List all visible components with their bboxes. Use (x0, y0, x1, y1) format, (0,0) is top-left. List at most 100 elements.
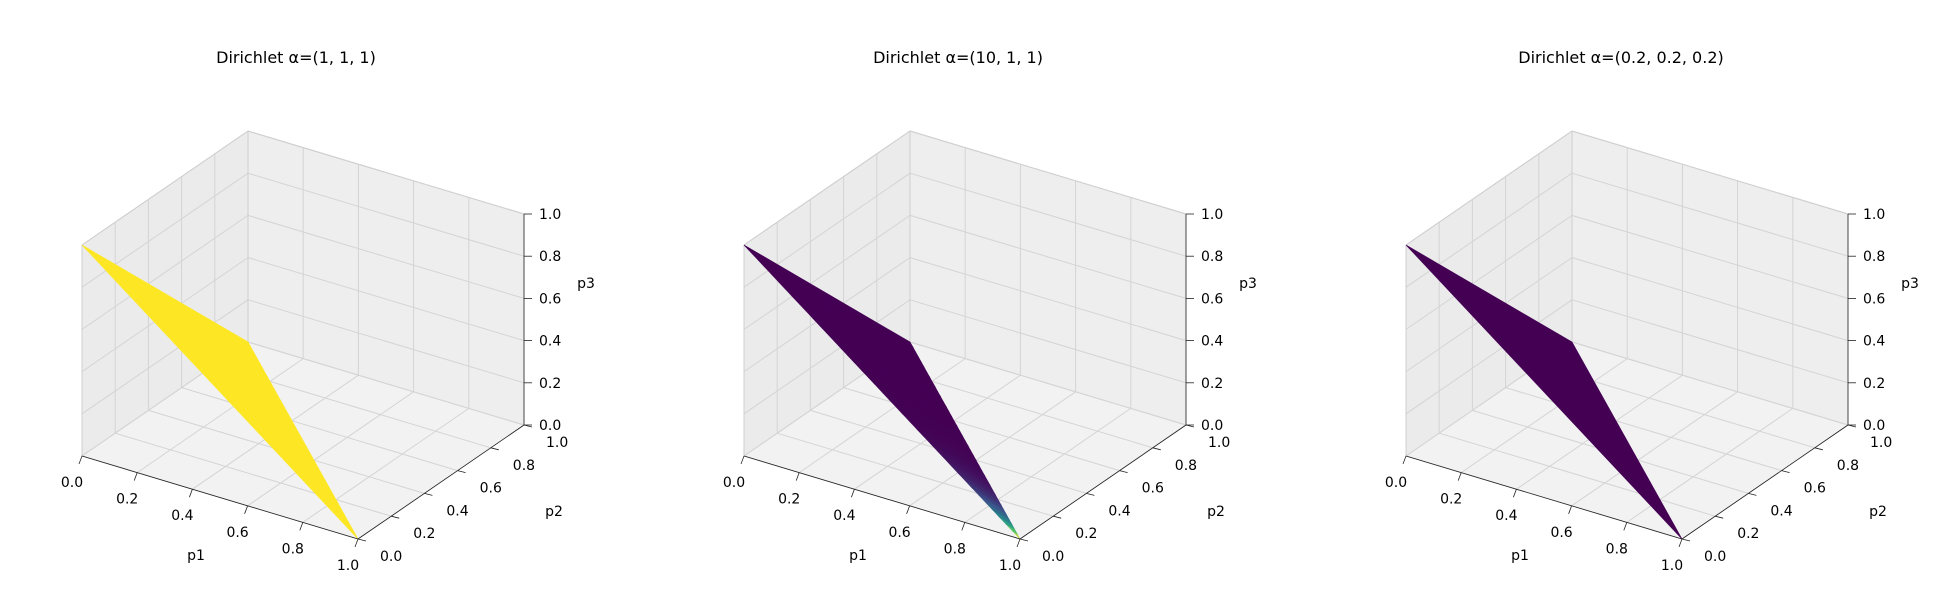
x-tick (1568, 505, 1572, 514)
z-tick-label: 1.0 (1201, 207, 1223, 223)
back-wall-pane (1572, 131, 1848, 425)
x-tick (133, 472, 138, 481)
grid-line (1571, 299, 1849, 384)
z-tick-label: 0.4 (539, 334, 561, 350)
grid-line (843, 387, 1120, 472)
grid-line (743, 299, 911, 415)
x-tick-label: 0.8 (944, 541, 966, 557)
z-tick-label: 0.4 (1863, 334, 1885, 350)
grid-line (247, 172, 525, 257)
z-tick-label: 0.0 (539, 418, 561, 434)
y-tick-label: 0.2 (413, 526, 435, 542)
grid-line (1571, 214, 1849, 299)
y-tick (490, 447, 499, 451)
pane-edge (909, 130, 1187, 215)
z-tick-label: 1.0 (1863, 207, 1885, 223)
x-tick (906, 505, 910, 514)
y-axis-line (1681, 424, 1849, 540)
x-tick (354, 538, 359, 548)
surface (81, 244, 359, 540)
y-axis-line (357, 424, 525, 540)
y-tick (1119, 470, 1128, 473)
x-tick-label: 0.2 (116, 492, 138, 508)
x-tick (1678, 538, 1683, 548)
y-tick-label: 0.0 (1704, 549, 1726, 565)
y-tick-label: 0.4 (446, 503, 468, 519)
y-tick (391, 515, 400, 519)
z-tick-label: 1.0 (539, 207, 561, 223)
x-tick (244, 505, 248, 514)
y-tick-label: 0.6 (1142, 481, 1164, 497)
pane-edge (81, 130, 249, 246)
x-tick-label: 0.6 (226, 525, 248, 541)
grid-line (909, 257, 1187, 342)
y-tick-label: 0.0 (1042, 549, 1064, 565)
pane-edge (1405, 130, 1573, 246)
x-tick-label: 0.0 (723, 475, 745, 491)
y-tick (1748, 493, 1757, 496)
x-tick (299, 522, 304, 531)
z-axis-label: p3 (1239, 276, 1257, 292)
y-tick (1814, 447, 1823, 451)
chart-panel: Dirichlet α=(1, 1, 1) 0.0 0.2 0.4 0.6 0.8 1.0 0… (61, 48, 595, 574)
y-tick-label: 0.8 (1175, 458, 1197, 474)
grid-line (743, 214, 911, 330)
z-tick-label: 0.2 (1863, 376, 1885, 392)
z-tick-label: 0.0 (1863, 418, 1885, 434)
grid-line (247, 341, 525, 426)
y-axis-label: p2 (1207, 504, 1225, 520)
x-tick-label: 0.0 (61, 475, 83, 491)
x-tick-label: 0.6 (1550, 525, 1572, 541)
z-tick-label: 0.0 (1201, 418, 1223, 434)
z-tick-label: 0.8 (539, 249, 561, 265)
grid-line (909, 172, 1187, 257)
pane-edge (1571, 130, 1849, 215)
x-tick (189, 489, 193, 498)
y-tick (424, 493, 433, 496)
surface (1405, 244, 1683, 540)
x-tick (795, 472, 800, 481)
y-axis-line (1019, 424, 1187, 540)
z-tick-label: 0.8 (1863, 249, 1885, 265)
y-tick-label: 0.8 (1837, 458, 1859, 474)
y-tick-label: 0.4 (1108, 503, 1130, 519)
z-tick-label: 0.2 (539, 376, 561, 392)
x-axis-line (1405, 455, 1683, 540)
y-tick (1086, 493, 1095, 496)
x-tick-label: 0.6 (888, 525, 910, 541)
grid-line (136, 358, 304, 474)
z-axis-label: p3 (577, 276, 595, 292)
grid-line (909, 391, 1076, 507)
y-tick (1715, 515, 1724, 519)
grid-line (1460, 358, 1628, 474)
grid-line (247, 391, 414, 507)
z-tick-label: 0.4 (1201, 334, 1223, 350)
x-tick (1513, 489, 1517, 498)
grid-line (247, 257, 525, 342)
grid-line (777, 432, 1054, 517)
y-tick-label: 0.2 (1737, 526, 1759, 542)
y-tick-label: 0.6 (1804, 481, 1826, 497)
back-wall-pane (248, 131, 524, 425)
x-tick-label: 0.2 (1440, 492, 1462, 508)
y-axis-label: p2 (545, 504, 563, 520)
grid-line (1505, 387, 1782, 472)
grid-line (81, 299, 249, 415)
x-axis-label: p1 (849, 548, 867, 564)
x-tick (1623, 522, 1628, 531)
x-tick-label: 0.4 (171, 508, 193, 524)
grid-line (1571, 257, 1849, 342)
chart-title: Dirichlet α=(1, 1, 1) (216, 48, 376, 67)
grid-line (1405, 214, 1573, 330)
y-tick-label: 0.0 (380, 549, 402, 565)
x-tick (961, 522, 966, 531)
surface-band (743, 244, 914, 348)
x-tick-label: 1.0 (337, 558, 359, 574)
back-wall-pane (910, 131, 1186, 425)
x-axis-label: p1 (1511, 548, 1529, 564)
x-tick-label: 0.4 (833, 508, 855, 524)
x-axis-line (743, 455, 1021, 540)
grid-line (81, 214, 249, 330)
x-tick (1457, 472, 1462, 481)
